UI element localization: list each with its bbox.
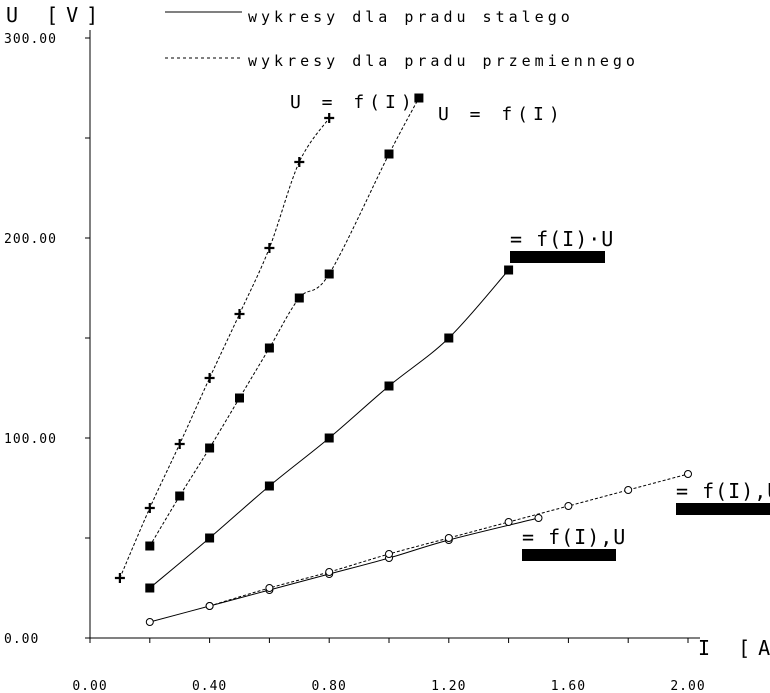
- data-point: [384, 381, 394, 391]
- annotation-u-f-i-1: U = f(I): [290, 92, 417, 113]
- data-point: [144, 503, 155, 513]
- x-tick-label: 0.40: [192, 679, 227, 693]
- data-point: [624, 486, 633, 494]
- data-point: [264, 243, 275, 253]
- annotation-bar-1: [510, 251, 605, 263]
- series-line: [209, 473, 689, 607]
- data-point: [564, 502, 573, 510]
- series-5: [205, 470, 692, 610]
- legend-label-solid: wykresy dla pradu stalego: [248, 8, 574, 26]
- y-tick-label: 200.00: [4, 232, 57, 247]
- data-point: [534, 514, 543, 522]
- series-2: [145, 93, 424, 551]
- data-point: [385, 550, 393, 558]
- data-point: [204, 373, 215, 383]
- series-line: [119, 117, 330, 579]
- series-line: [149, 97, 420, 547]
- data-point: [145, 583, 155, 593]
- data-point: [504, 518, 513, 526]
- series-line: [149, 269, 509, 589]
- series-3: [145, 265, 514, 593]
- data-point: [175, 491, 185, 501]
- data-point: [324, 269, 334, 279]
- data-point: [325, 568, 334, 576]
- data-point: [235, 393, 244, 403]
- data-point: [684, 470, 692, 478]
- y-tick-label: 100.00: [4, 432, 57, 447]
- data-point: [205, 602, 214, 610]
- data-point: [114, 573, 125, 583]
- series-1: [114, 113, 335, 583]
- data-point: [324, 433, 334, 443]
- data-point: [234, 309, 245, 319]
- x-tick-label: 0.80: [312, 679, 347, 693]
- y-axis-label: U [V]: [6, 3, 106, 27]
- series-4: [145, 514, 543, 626]
- annotation-bar-3: [522, 549, 616, 561]
- annotation-block-1: = f(I)·U: [510, 227, 614, 263]
- x-axis-label: I [A]: [698, 636, 770, 660]
- data-point: [444, 333, 454, 343]
- data-point: [294, 157, 305, 167]
- data-point: [205, 533, 215, 543]
- x-tick-label: 1.20: [431, 679, 466, 693]
- data-point: [265, 584, 274, 592]
- annotation-block-2: = f(I),U: [676, 479, 770, 515]
- data-point: [294, 293, 304, 303]
- x-tick-label: 1.60: [551, 679, 586, 693]
- data-point: [384, 149, 394, 159]
- data-point: [264, 343, 274, 353]
- y-tick-label: 0.00: [4, 632, 39, 647]
- data-point: [324, 113, 335, 123]
- data-point: [444, 534, 453, 542]
- data-point: [504, 265, 514, 275]
- legend: wykresy dla pradu stalego wykresy dla pr…: [165, 8, 639, 70]
- x-tick-label: 2.00: [670, 679, 705, 693]
- annotation-f-i-u-1: = f(I)·U: [510, 227, 614, 251]
- data-point: [145, 541, 155, 551]
- annotation-u-f-i-2: U = f(I): [438, 104, 565, 125]
- annotation-bar-2: [676, 503, 770, 515]
- data-point: [174, 439, 185, 449]
- annotation-f-i-u-2: = f(I),U: [676, 479, 770, 503]
- annotation-block-3: = f(I),U: [522, 525, 626, 561]
- data-point: [264, 481, 274, 491]
- data-point: [145, 618, 154, 626]
- annotation-f-i-u-3: = f(I),U: [522, 525, 626, 549]
- data-point: [414, 93, 424, 103]
- data-point: [205, 443, 215, 453]
- x-tick-label: 0.00: [72, 679, 107, 693]
- legend-label-dashed: wykresy dla pradu przemiennego: [248, 52, 639, 70]
- y-tick-label: 300.00: [4, 32, 57, 47]
